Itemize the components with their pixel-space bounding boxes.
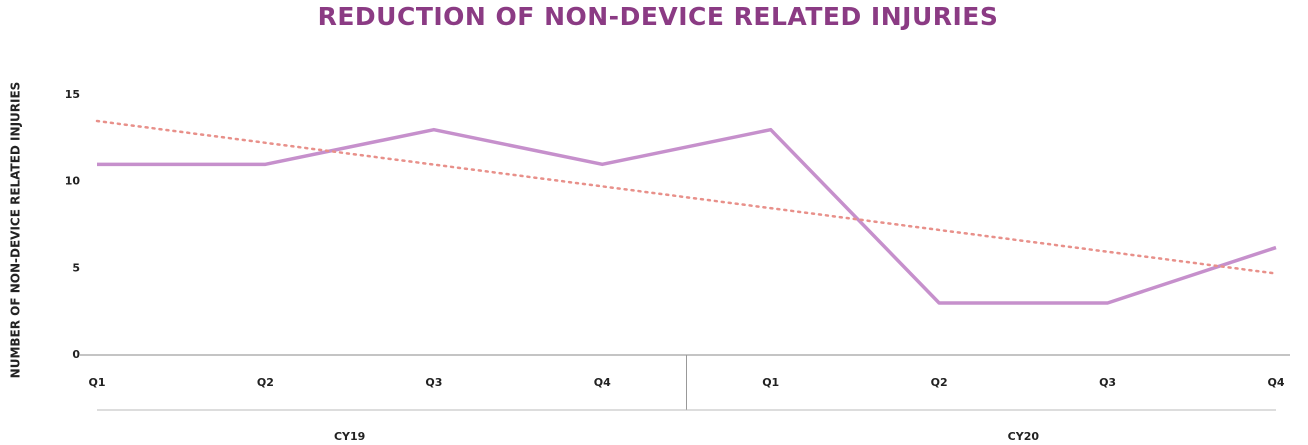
x-tick-label: Q2 [257, 376, 274, 389]
x-tick-label: Q3 [425, 376, 442, 389]
x-tick-label: Q1 [88, 376, 105, 389]
chart-title: REDUCTION OF NON-DEVICE RELATED INJURIES [318, 2, 999, 31]
y-axis-label: NUMBER OF NON-DEVICE RELATED INJURIES [9, 82, 23, 379]
data-line [97, 127, 1277, 305]
group-label: CY20 [1008, 430, 1040, 443]
x-tick-label: Q4 [594, 376, 611, 389]
x-tick-label: Q4 [1267, 376, 1284, 389]
y-tick-label: 5 [72, 261, 80, 274]
group-label: CY19 [334, 430, 365, 443]
x-tick-label: Q1 [762, 376, 779, 389]
y-tick-label: 15 [65, 88, 80, 101]
y-tick-label: 0 [72, 348, 80, 361]
x-tick-label: Q3 [1099, 376, 1116, 389]
x-tick-label: Q2 [931, 376, 948, 389]
trend-line [95, 119, 1278, 275]
y-tick-label: 10 [65, 175, 81, 188]
